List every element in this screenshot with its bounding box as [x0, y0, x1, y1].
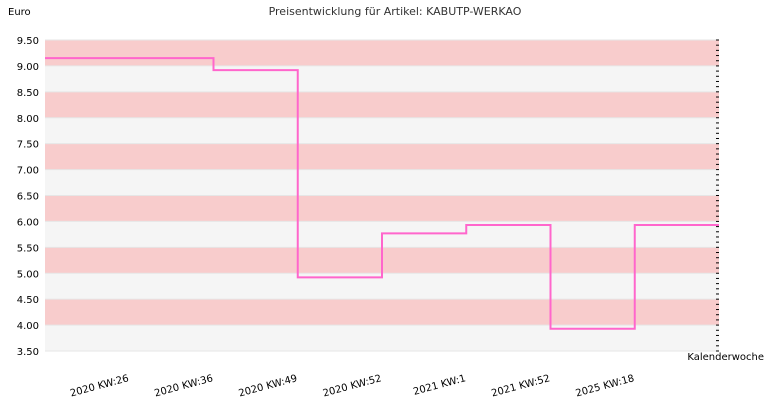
y-tick-label: 5.00: [17, 269, 39, 280]
y-tick-label: 4.50: [17, 295, 39, 306]
y-tick-label: 8.50: [17, 88, 39, 99]
band-10: [45, 299, 719, 326]
band-1: [45, 65, 719, 92]
y-tick-label: 3.50: [17, 347, 39, 358]
y-axis: 9.50 9.00 8.50 8.00 7.50 7.00 6.50 6.00 5.50 5.00…: [17, 36, 39, 358]
x-axis-label: Kalenderwoche: [687, 352, 764, 363]
band-6: [45, 195, 719, 222]
y-tick-label: 9.50: [17, 36, 39, 47]
y-tick-label: 6.50: [17, 192, 39, 203]
band-0: [45, 40, 719, 66]
y-tick-label: 8.00: [17, 114, 39, 125]
gridlines: [45, 39, 719, 352]
x-tick-label: 2021 KW:1: [412, 373, 467, 398]
chart-title: Preisentwicklung für Artikel: KABUTP-WER…: [269, 5, 522, 18]
x-tick-label: 2020 KW:52: [322, 373, 383, 399]
y-tick-label: 5.50: [17, 243, 39, 254]
y-tick-label: 7.00: [17, 166, 39, 177]
series-lines: [45, 57, 719, 330]
x-axis: 2020 KW:26 2020 KW:36 2020 KW:49 2020 KW:52…: [69, 373, 636, 399]
y-tick-label: 7.50: [17, 140, 39, 151]
y-axis-label: Euro: [8, 7, 31, 18]
y-tick-label: 6.00: [17, 217, 39, 228]
y-tick-label: 4.00: [17, 321, 39, 332]
x-tick-label: 2025 KW:18: [574, 373, 635, 399]
x-tick-label: 2020 KW:26: [69, 373, 130, 399]
band-4: [45, 143, 719, 170]
x-tick-label: 2021 KW:52: [490, 373, 551, 399]
right-axis-ticks: [716, 39, 719, 352]
band-3: [45, 117, 719, 144]
y-tick-label: 9.00: [17, 62, 39, 73]
x-tick-label: 2020 KW:49: [237, 373, 298, 399]
x-tick-label: 2020 KW:36: [153, 373, 214, 399]
band-2: [45, 91, 719, 118]
band-5: [45, 169, 719, 196]
series-line-0: [45, 57, 719, 330]
